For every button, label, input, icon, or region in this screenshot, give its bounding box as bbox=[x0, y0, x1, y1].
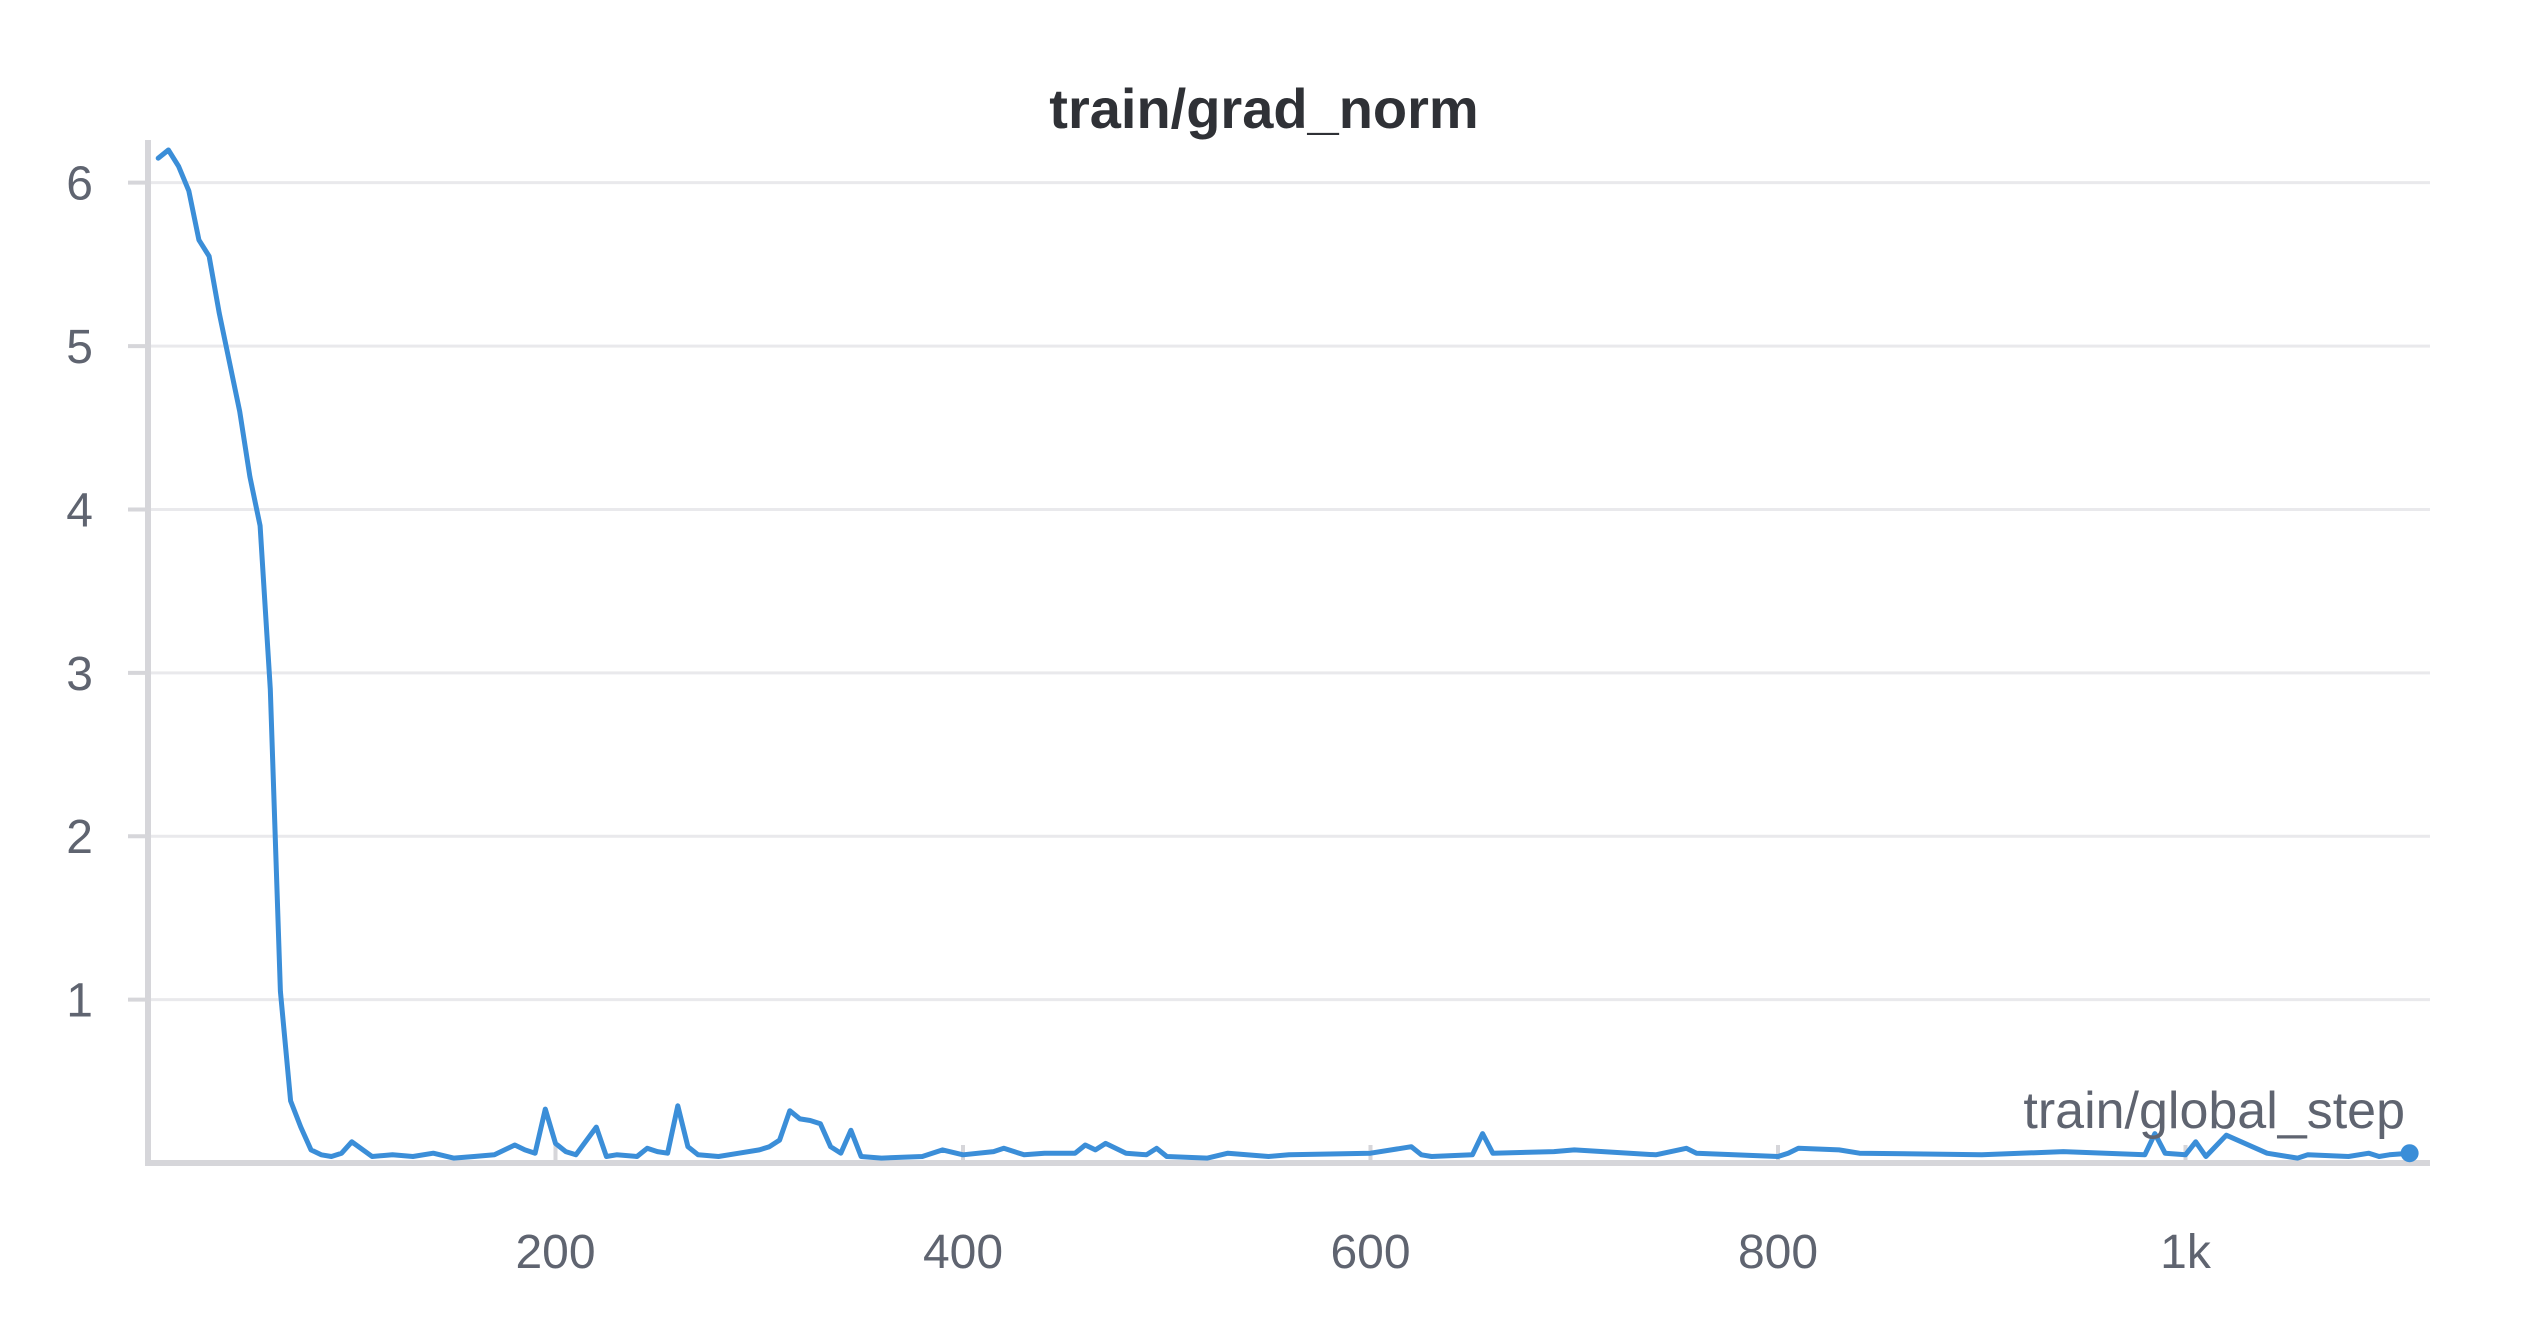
y-tick-label: 2 bbox=[66, 811, 93, 864]
x-tick-label: 200 bbox=[515, 1226, 595, 1279]
series-layer bbox=[155, 147, 2419, 1163]
y-tick-label: 6 bbox=[66, 158, 93, 211]
tick-layer: 1 2 3 4 5 6 200 400 600 800 1k bbox=[66, 158, 2212, 1279]
y-tick-label: 4 bbox=[66, 484, 93, 537]
chart-title: train/grad_norm bbox=[1049, 77, 1478, 140]
x-axis-title: train/global_step bbox=[2023, 1082, 2405, 1140]
axes-layer bbox=[145, 140, 2430, 1166]
x-tick-label: 400 bbox=[923, 1226, 1003, 1279]
series-end-point bbox=[2400, 1144, 2419, 1163]
grid-layer bbox=[148, 181, 2430, 1002]
y-tick-label: 5 bbox=[66, 321, 93, 374]
y-tick-label: 1 bbox=[66, 975, 93, 1028]
grad-norm-series-line bbox=[155, 147, 2413, 1161]
x-tick-label: 600 bbox=[1330, 1226, 1410, 1279]
y-tick-label: 3 bbox=[66, 648, 93, 701]
x-tick-label: 800 bbox=[1738, 1226, 1818, 1279]
x-tick-label: 1k bbox=[2160, 1226, 2212, 1279]
